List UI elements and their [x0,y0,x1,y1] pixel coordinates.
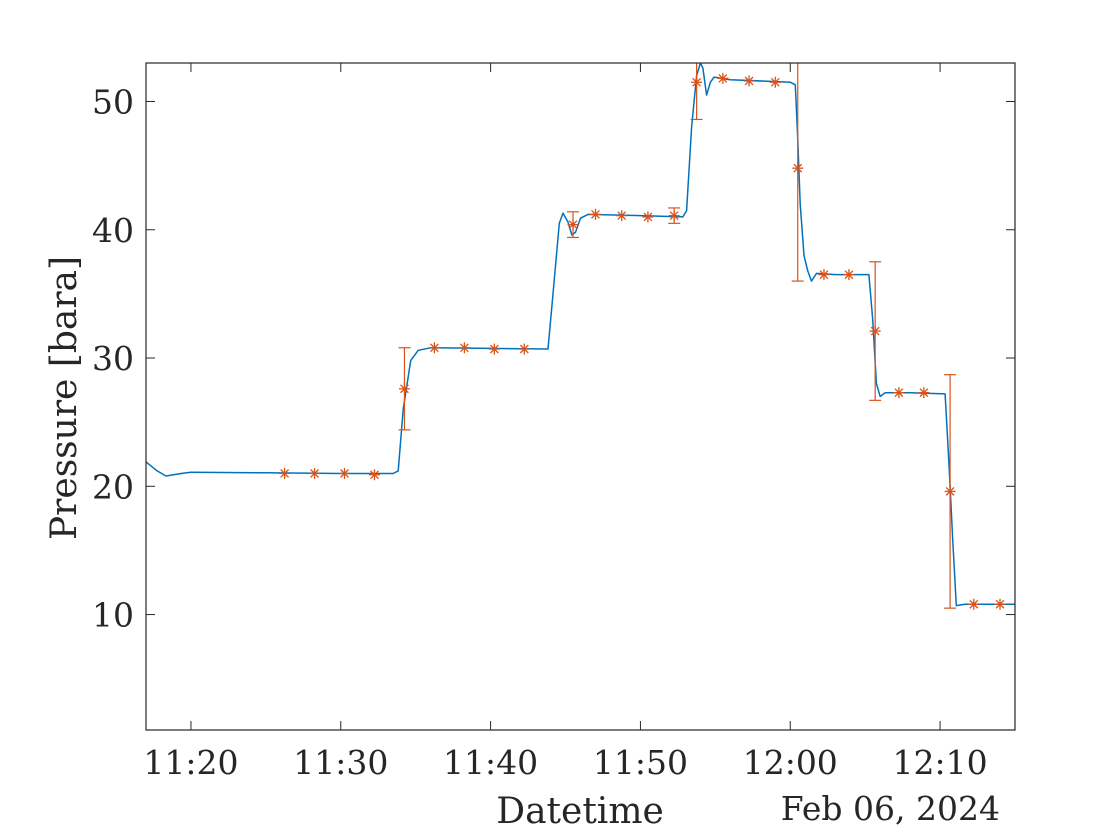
marker-d2 [669,211,679,221]
x-tick-label: 11:30 [293,743,388,782]
marker-d2 [919,388,929,398]
date-label: Feb 06, 2024 [781,789,1000,828]
data-point-15 [690,63,703,121]
y-tick-label: 10 [92,596,134,635]
y-tick-label: 40 [92,211,134,250]
data-point-1 [279,467,291,479]
data-point-4 [368,469,380,481]
data-point-2 [309,467,321,479]
marker-d2 [489,344,499,354]
data-point-6 [428,342,440,354]
marker-d2 [280,469,290,478]
marker-d2 [617,211,627,221]
data-point-3 [339,467,351,479]
x-axis-title: Datetime [496,791,664,832]
x-tick-label: 12:10 [893,743,988,782]
data-point-7 [458,342,470,354]
marker-d2 [995,599,1005,609]
data-point-10 [567,211,580,239]
y-tick-label: 20 [92,467,134,506]
marker-d2 [370,470,379,480]
marker-d2 [744,76,754,86]
marker-d2 [770,77,780,87]
data-point-5 [398,347,411,431]
data-point-21 [843,269,855,281]
data-point-13 [642,211,654,223]
series-layer [146,63,1015,610]
data-point-9 [518,343,530,355]
marker-d2 [844,270,854,280]
data-point-14 [668,207,681,224]
marker-d2 [310,469,319,478]
x-tick-label: 11:40 [443,743,538,782]
marker-d2 [340,469,349,478]
marker-d2 [643,212,653,222]
data-point-16 [717,72,729,84]
data-point-8 [488,343,500,355]
plot-area [146,63,1015,730]
marker-d2 [568,220,578,230]
data-point-20 [818,269,830,281]
marker-d2 [459,343,469,353]
marker-d2 [519,344,529,354]
marker-d2 [945,486,955,496]
marker-d2 [692,77,702,87]
data-point-17 [743,75,755,87]
marker-d2 [400,384,409,394]
y-tick-label: 50 [92,82,134,121]
data-point-22 [869,261,882,401]
marker-d2 [894,388,904,398]
data-point-24 [918,387,930,399]
ticks-layer: 11:20 11:30 11:40 11:50 12:00 12:10 10 20 30 40 50 [92,63,1015,782]
data-point-27 [994,598,1006,610]
x-tick-label: 12:00 [743,743,838,782]
data-point-26 [968,598,980,610]
data-point-19 [791,63,804,282]
data-point-23 [893,387,905,399]
data-point-12 [616,210,628,222]
y-tick-label: 30 [92,339,134,378]
marker-d2 [819,270,829,280]
data-point-18 [769,76,781,88]
x-tick-label: 11:50 [593,743,688,782]
data-point-11 [589,208,601,220]
y-axis-title: Pressure [bara] [44,256,85,540]
marker-d2 [718,73,728,83]
marker-d2 [591,209,600,219]
x-tick-label: 11:20 [143,743,238,782]
marker-d2 [429,343,439,353]
marker-d2 [969,599,979,609]
marker-d2 [870,326,880,336]
plot-frame [145,62,1016,731]
data-point-25 [944,374,957,609]
marker-d2 [793,163,803,173]
